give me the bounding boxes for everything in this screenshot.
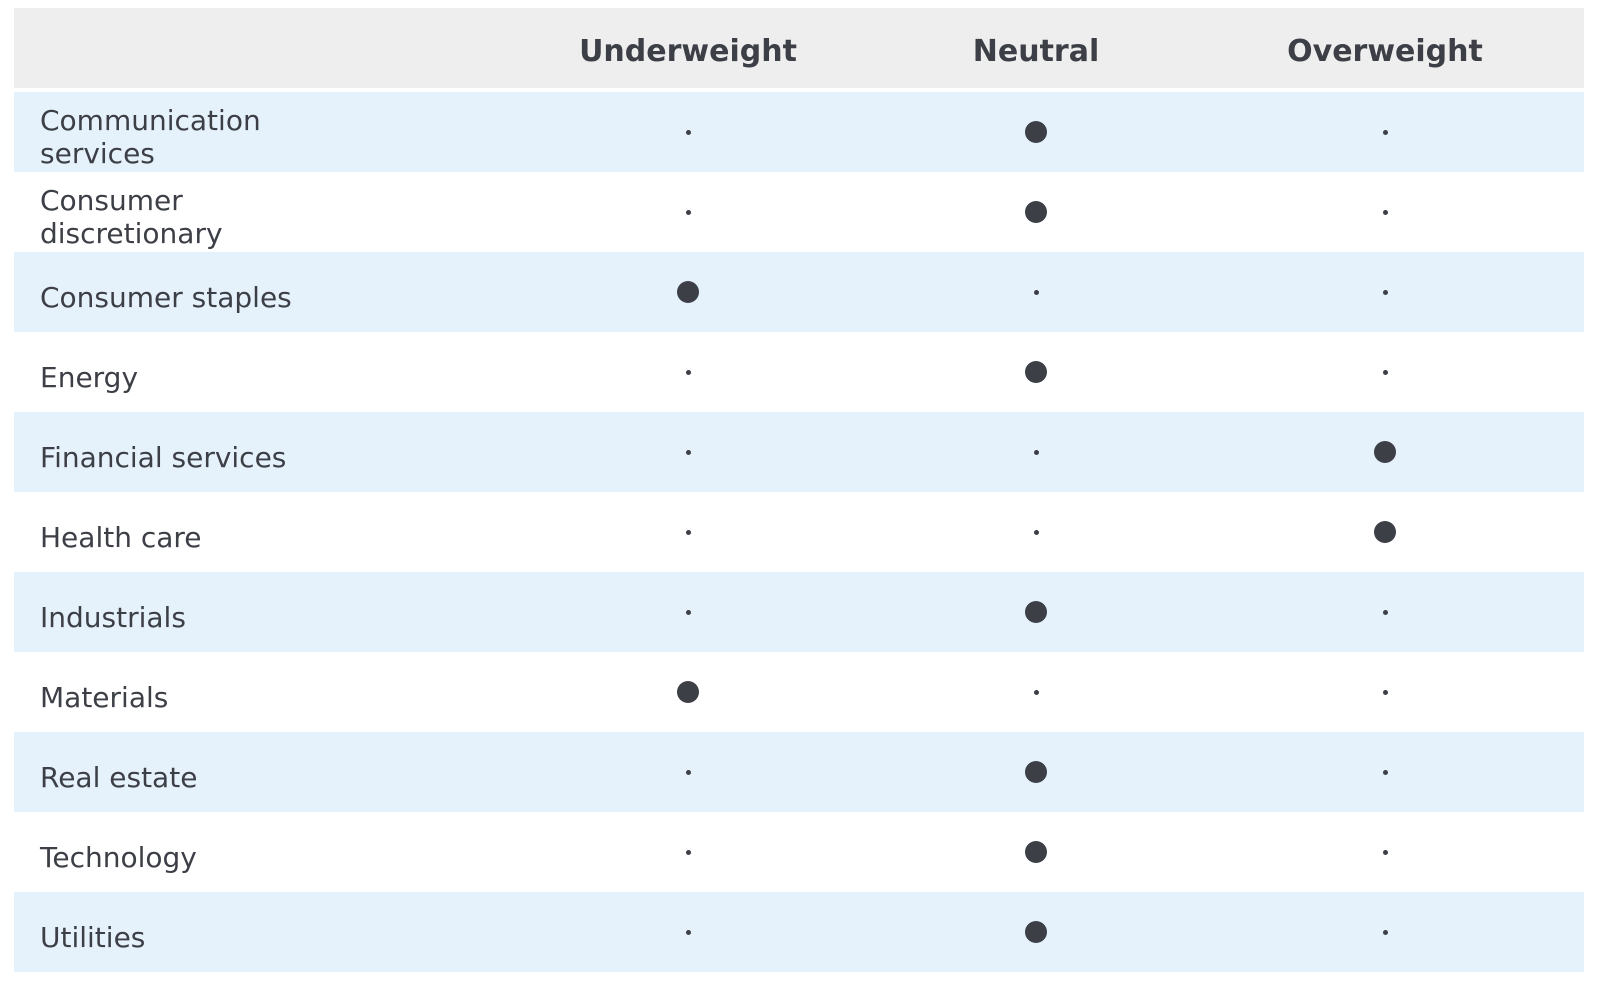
unselected-dot-icon <box>1382 609 1388 615</box>
selected-dot-icon <box>1025 921 1047 943</box>
table-row: Technology <box>14 812 1584 892</box>
table-row: Financial services <box>14 412 1584 492</box>
selected-dot-icon <box>1025 761 1047 783</box>
row-label: Health care <box>40 520 202 554</box>
table-row: Communication services <box>14 92 1584 172</box>
selected-dot-icon <box>1025 121 1047 143</box>
row-label: Utilities <box>40 920 146 954</box>
unselected-dot-icon <box>1033 289 1039 295</box>
selected-dot-icon <box>1025 201 1047 223</box>
selected-dot-icon <box>1374 441 1396 463</box>
unselected-dot-icon <box>1033 689 1039 695</box>
column-header-overweight: Overweight <box>1287 34 1483 69</box>
unselected-dot-icon <box>685 849 691 855</box>
row-label: Financial services <box>40 440 287 474</box>
selected-dot-icon <box>1025 361 1047 383</box>
row-label: Communication services <box>40 104 261 170</box>
table-row: Energy <box>14 332 1584 412</box>
unselected-dot-icon <box>1382 129 1388 135</box>
table-row: Industrials <box>14 572 1584 652</box>
table-row: Materials <box>14 652 1584 732</box>
row-label: Real estate <box>40 760 198 794</box>
column-header-underweight: Underweight <box>579 34 797 69</box>
sector-rating-table: Underweight Neutral Overweight Communica… <box>14 8 1584 972</box>
unselected-dot-icon <box>1033 449 1039 455</box>
unselected-dot-icon <box>1382 209 1388 215</box>
selected-dot-icon <box>677 281 699 303</box>
unselected-dot-icon <box>685 449 691 455</box>
unselected-dot-icon <box>1382 369 1388 375</box>
row-label: Consumer staples <box>40 280 292 314</box>
selected-dot-icon <box>1025 601 1047 623</box>
table-header: Underweight Neutral Overweight <box>14 8 1584 88</box>
table-body: Communication services Consumer discretio… <box>14 92 1584 972</box>
unselected-dot-icon <box>1382 289 1388 295</box>
unselected-dot-icon <box>1382 849 1388 855</box>
row-label: Energy <box>40 360 139 394</box>
row-label: Materials <box>40 680 169 714</box>
unselected-dot-icon <box>1033 529 1039 535</box>
unselected-dot-icon <box>685 529 691 535</box>
column-header-neutral: Neutral <box>972 34 1100 69</box>
table-row: Health care <box>14 492 1584 572</box>
unselected-dot-icon <box>685 209 691 215</box>
unselected-dot-icon <box>1382 689 1388 695</box>
unselected-dot-icon <box>1382 769 1388 775</box>
row-label: Consumer discretionary <box>40 184 223 250</box>
row-label: Technology <box>40 840 197 874</box>
selected-dot-icon <box>1374 521 1396 543</box>
table-row: Utilities <box>14 892 1584 972</box>
unselected-dot-icon <box>685 129 691 135</box>
unselected-dot-icon <box>685 769 691 775</box>
row-label: Industrials <box>40 600 186 634</box>
table-row: Consumer staples <box>14 252 1584 332</box>
unselected-dot-icon <box>1382 929 1388 935</box>
table-row: Real estate <box>14 732 1584 812</box>
selected-dot-icon <box>1025 841 1047 863</box>
selected-dot-icon <box>677 681 699 703</box>
unselected-dot-icon <box>685 609 691 615</box>
unselected-dot-icon <box>685 929 691 935</box>
table-row: Consumer discretionary <box>14 172 1584 252</box>
unselected-dot-icon <box>685 369 691 375</box>
